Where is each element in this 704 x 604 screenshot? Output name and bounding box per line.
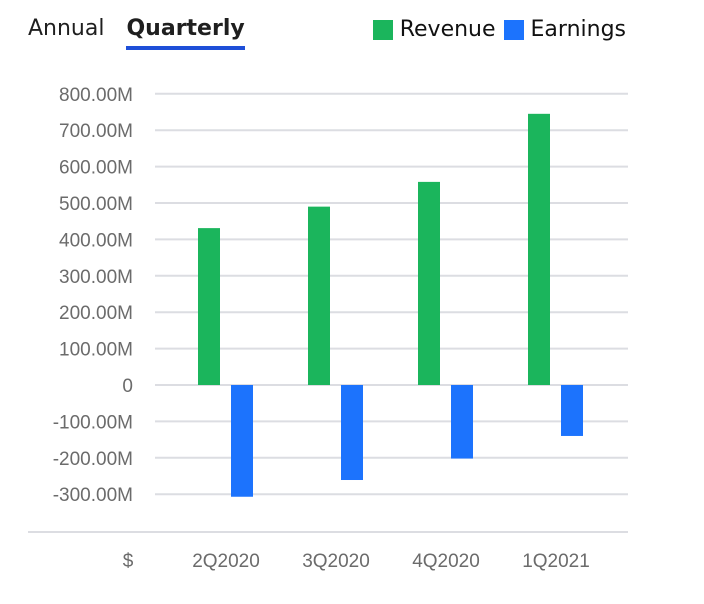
currency-label: $ (123, 551, 134, 572)
x-tick-label: 1Q2021 (522, 551, 590, 572)
y-tick-label: 200.00M (59, 303, 133, 324)
bar-revenue (308, 206, 330, 385)
bar-earnings (231, 385, 253, 497)
x-tick-label: 3Q2020 (302, 551, 370, 572)
period-tabs: Annual Quarterly (28, 14, 245, 50)
y-tick-label: 500.00M (59, 194, 133, 215)
bar-earnings (451, 385, 473, 459)
legend-item-revenue[interactable]: Revenue (372, 15, 496, 45)
y-tick-label: -200.00M (53, 449, 133, 470)
legend-label-revenue: Revenue (399, 17, 496, 42)
tab-annual[interactable]: Annual (28, 16, 105, 41)
legend-item-earnings[interactable]: Earnings (503, 15, 626, 45)
y-tick-label: 800.00M (59, 85, 133, 106)
x-tick-label: 2Q2020 (192, 551, 260, 572)
y-tick-label: 300.00M (59, 267, 133, 288)
x-tick-label: 4Q2020 (412, 551, 480, 572)
y-tick-label: 700.00M (59, 121, 133, 142)
chart-legend: Revenue Earnings (365, 15, 626, 45)
bar-earnings (561, 385, 583, 436)
legend-swatch-earnings (503, 20, 524, 40)
y-tick-label: 0 (122, 376, 133, 397)
y-tick-label: 600.00M (59, 158, 133, 179)
legend-swatch-revenue (372, 20, 393, 40)
legend-label-earnings: Earnings (530, 17, 626, 42)
bar-revenue (198, 228, 220, 385)
y-tick-label: 100.00M (59, 340, 133, 361)
y-tick-label: -100.00M (53, 412, 133, 433)
y-tick-label: -300.00M (53, 485, 133, 506)
bar-revenue (528, 113, 550, 385)
y-tick-label: 400.00M (59, 230, 133, 251)
bar-revenue (418, 181, 440, 385)
tab-quarterly[interactable]: Quarterly (126, 14, 245, 50)
bar-earnings (341, 385, 363, 481)
